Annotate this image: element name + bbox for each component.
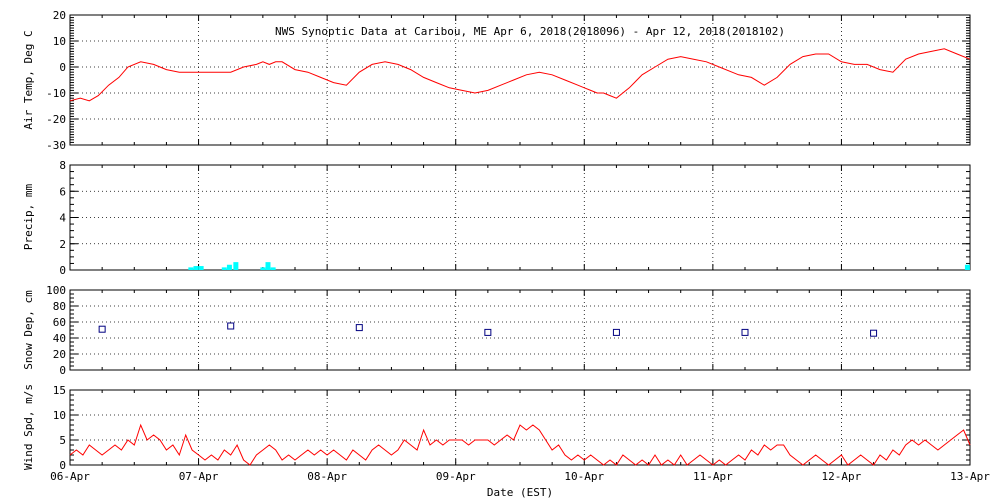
snow-depth-point [612, 328, 620, 336]
panel-snow: 0 20 40 60 80 100 Snow Dep, cm [22, 284, 971, 377]
x-tick-label: 10-Apr [564, 470, 604, 483]
precip-bar [265, 262, 271, 270]
temp-series-line [69, 48, 971, 102]
y-tick-label: 20 [53, 9, 66, 22]
chart-panels: -30 -20 -10 0 10 20 Air Temp, Deg C 0 2 4 6 8 Precip… [22, 9, 990, 483]
snow-depth-point [98, 325, 106, 333]
y-tick-label: 10 [53, 409, 66, 422]
y-tick-label: 4 [59, 212, 66, 225]
panel-wind: 0 5 10 15 Wind Spd, m/s [22, 384, 971, 472]
x-tick-label: 07-Apr [179, 470, 219, 483]
y-tick-label: 5 [59, 434, 66, 447]
y-tick-label: 0 [59, 459, 66, 472]
y-tick-label: -10 [46, 87, 66, 100]
y-tick-label: 80 [53, 300, 66, 313]
y-tick-label: 20 [53, 348, 66, 361]
y-axis-label-precip: Precip, mm [22, 184, 35, 251]
y-tick-label: -20 [46, 113, 66, 126]
x-tick-label: 13-Apr [950, 470, 990, 483]
precip-bar [964, 264, 970, 270]
snow-depth-point [741, 328, 749, 336]
precip-bar [221, 267, 227, 270]
y-tick-label: 0 [59, 364, 66, 377]
plot-frame [69, 289, 971, 371]
precip-bar [193, 266, 199, 270]
y-tick-label: -30 [46, 139, 66, 152]
y-tick-label: 60 [53, 316, 66, 329]
x-tick-label: 12-Apr [822, 470, 862, 483]
y-tick-label: 40 [53, 332, 66, 345]
snow-depth-point [227, 322, 235, 330]
x-axis-label: Date (EST) [487, 486, 553, 499]
precip-bar [260, 267, 266, 270]
snow-depth-point [484, 328, 492, 336]
plot-frame [69, 389, 971, 466]
y-tick-label: 10 [53, 35, 66, 48]
precip-bar [226, 264, 232, 270]
y-axis-label-snow: Snow Dep, cm [22, 290, 35, 370]
x-tick-label: 06-Apr [50, 470, 90, 483]
y-tick-label: 100 [46, 284, 66, 297]
y-tick-label: 6 [59, 185, 66, 198]
y-tick-label: 0 [59, 264, 66, 277]
panel-temp: -30 -20 -10 0 10 20 Air Temp, Deg C [22, 9, 971, 152]
panel-precip: 0 2 4 6 8 Precip, mm [22, 159, 971, 277]
wind-series-line [69, 423, 971, 466]
precip-bar [198, 266, 204, 270]
x-tick-label: 09-Apr [436, 470, 476, 483]
snow-depth-point [870, 329, 878, 337]
x-tick-label: 08-Apr [307, 470, 347, 483]
precip-bar [233, 262, 239, 270]
snow-depth-point [355, 324, 363, 332]
chart-title: NWS Synoptic Data at Caribou, ME Apr 6, … [275, 25, 785, 38]
y-tick-label: 2 [59, 238, 66, 251]
y-tick-label: 0 [59, 61, 66, 74]
x-tick-label: 11-Apr [693, 470, 733, 483]
y-axis-label-temp: Air Temp, Deg C [22, 30, 35, 129]
y-tick-label: 15 [53, 384, 66, 397]
precip-bar [270, 267, 276, 270]
precip-bar [188, 267, 194, 270]
y-axis-label-wind: Wind Spd, m/s [22, 384, 35, 470]
y-tick-label: 8 [59, 159, 66, 172]
